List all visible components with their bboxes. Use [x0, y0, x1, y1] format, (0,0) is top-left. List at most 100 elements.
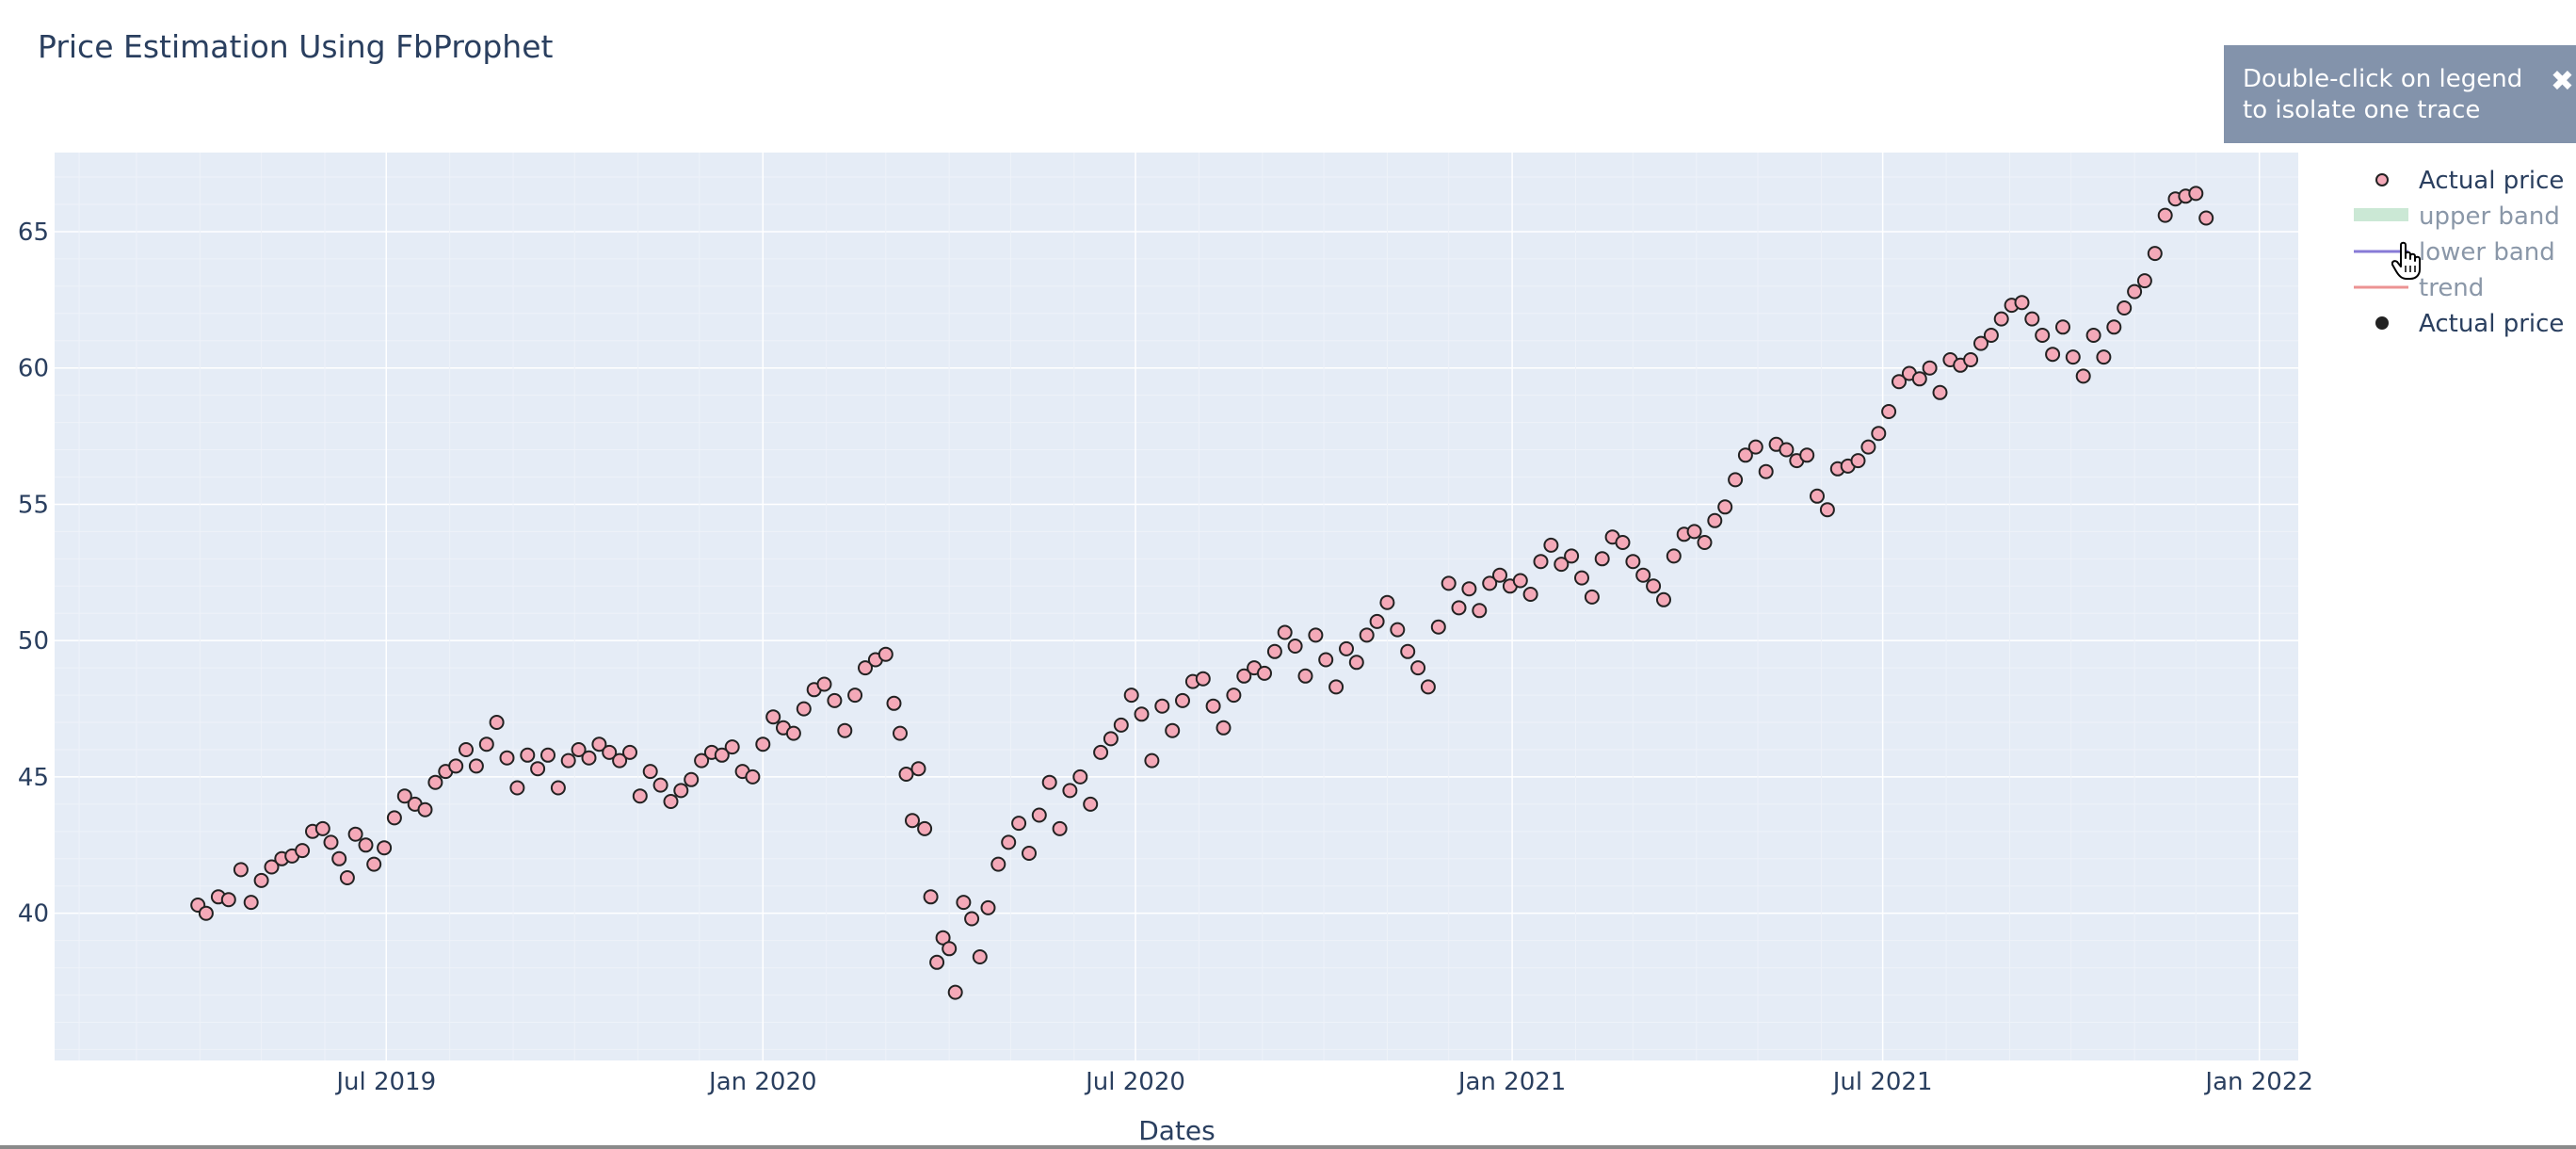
data-point: [1216, 720, 1232, 736]
data-point: [198, 905, 214, 921]
data-point: [1737, 447, 1753, 463]
data-point: [386, 810, 402, 826]
y-tick-label: 45: [18, 764, 49, 792]
data-point: [253, 872, 269, 888]
data-point: [489, 715, 505, 730]
legend-item[interactable]: lower band: [2354, 238, 2555, 267]
data-point: [448, 758, 464, 774]
data-point: [2045, 347, 2061, 363]
data-point: [323, 834, 339, 850]
data-point: [520, 747, 536, 763]
y-tick-label: 40: [18, 900, 49, 929]
data-point: [1031, 807, 1047, 823]
data-point: [1297, 668, 1313, 684]
data-point: [1584, 589, 1600, 605]
data-point: [1656, 591, 1671, 607]
data-point: [980, 899, 996, 915]
data-point: [2136, 273, 2152, 289]
legend[interactable]: Actual price upper band lower band trend Act…: [2354, 167, 2564, 338]
data-point: [478, 736, 494, 753]
data-point: [1390, 622, 1406, 638]
data-point: [972, 949, 988, 964]
data-point: [1062, 783, 1078, 799]
data-point: [427, 774, 443, 790]
data-point: [642, 764, 658, 780]
legend-hint-tooltip: Double-click on legend to isolate one tr…: [2224, 45, 2576, 143]
legend-label: lower band: [2419, 238, 2555, 267]
data-point: [1892, 374, 1907, 390]
data-point: [1001, 834, 1017, 850]
data-point: [1554, 557, 1570, 573]
legend-label: Actual price: [2419, 167, 2564, 195]
x-axis-title: Dates: [1138, 1115, 1216, 1146]
data-point: [724, 739, 740, 755]
data-point: [264, 859, 280, 875]
data-point: [1083, 796, 1099, 812]
y-axis-ticks: 40 45 50 55 60 65: [18, 218, 49, 929]
data-point: [684, 771, 700, 787]
close-icon[interactable]: ✖: [2550, 65, 2574, 98]
data-point: [1400, 643, 1416, 659]
data-point: [1369, 613, 1385, 629]
data-point: [652, 777, 668, 793]
legend-label: Actual price: [2419, 310, 2564, 338]
data-point: [1779, 442, 1795, 458]
data-point: [947, 984, 963, 1000]
data-point: [314, 820, 330, 836]
legend-fill-swatch-icon: [2354, 208, 2408, 221]
data-point: [858, 660, 873, 676]
data-point: [1041, 774, 1057, 790]
data-point: [1461, 581, 1477, 597]
data-point: [1728, 472, 1744, 488]
data-point: [1717, 499, 1733, 515]
data-point: [935, 930, 951, 946]
data-point: [468, 758, 484, 774]
data-point: [1983, 328, 1999, 343]
hand-cursor-icon: [2391, 241, 2421, 280]
data-point: [663, 794, 679, 809]
data-point: [1492, 567, 1507, 583]
data-point: [837, 722, 853, 738]
data-point: [2035, 328, 2051, 343]
data-point: [1144, 753, 1160, 769]
data-point: [1348, 655, 1364, 671]
plot-area[interactable]: [55, 153, 2298, 1060]
data-point: [1226, 688, 1242, 704]
data-point: [964, 911, 980, 927]
data-point: [1134, 706, 1150, 722]
data-point: [550, 780, 566, 796]
data-point: [2106, 319, 2122, 335]
plot-background[interactable]: [55, 153, 2298, 1060]
legend-item[interactable]: Actual price: [2375, 167, 2564, 195]
data-point: [1564, 548, 1580, 564]
data-point: [1707, 512, 1723, 528]
data-point: [540, 747, 555, 763]
data-point: [1932, 384, 1948, 400]
data-point: [1165, 722, 1181, 738]
data-point: [1011, 816, 1027, 832]
x-tick-label: Jul 2019: [334, 1068, 436, 1096]
data-point: [1287, 639, 1303, 654]
data-point: [1819, 502, 1835, 518]
data-point: [929, 954, 945, 970]
data-point: [714, 747, 730, 763]
data-point: [2157, 207, 2173, 223]
data-point: [1093, 744, 1109, 760]
data-point: [1635, 567, 1651, 583]
data-point: [339, 870, 355, 885]
data-point: [612, 753, 628, 769]
data-point: [877, 646, 894, 662]
data-point: [1022, 846, 1037, 861]
data-point: [956, 895, 972, 911]
y-tick-label: 60: [18, 355, 49, 383]
data-point: [1697, 535, 1713, 550]
data-point: [602, 744, 618, 760]
legend-item[interactable]: upper band: [2354, 202, 2560, 231]
legend-marker-icon: [2375, 316, 2389, 330]
data-point: [898, 767, 914, 782]
data-point: [2147, 246, 2163, 262]
data-point: [673, 783, 689, 799]
data-point: [2198, 210, 2214, 226]
legend-item[interactable]: Actual price: [2375, 310, 2564, 338]
legend-item[interactable]: trend: [2354, 274, 2484, 302]
